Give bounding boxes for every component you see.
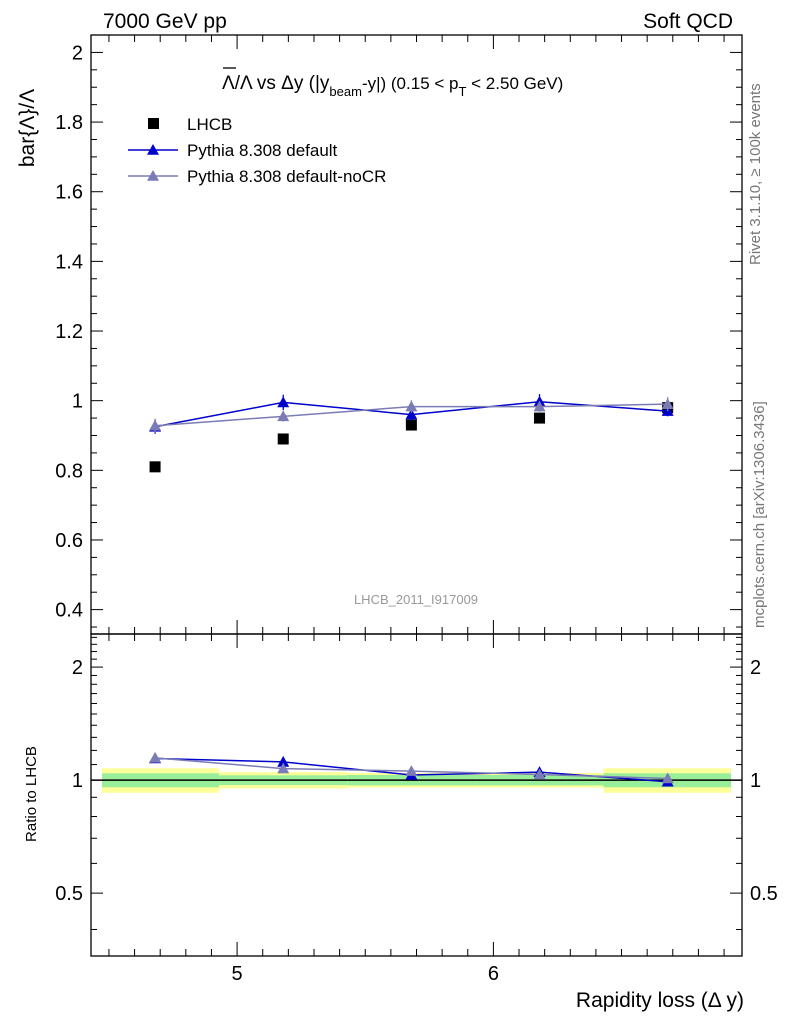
header-process-label: Soft QCD bbox=[643, 10, 733, 33]
legend-label: LHCB bbox=[187, 115, 232, 134]
ratio-plot-frame bbox=[90, 633, 743, 957]
lhcb-data-point bbox=[534, 412, 546, 424]
series-point-2 bbox=[661, 398, 674, 409]
series-point-1 bbox=[405, 408, 418, 420]
legend-marker bbox=[147, 144, 159, 155]
ratio-point-2 bbox=[533, 768, 546, 780]
ratio-marks bbox=[149, 751, 674, 787]
y-tick-label: 1 bbox=[72, 391, 83, 413]
legend-label: Pythia 8.308 default bbox=[187, 141, 338, 160]
legend-marker bbox=[147, 170, 159, 181]
y-tick-label: 0.6 bbox=[55, 530, 83, 552]
y-tick-label: 1.8 bbox=[55, 112, 83, 134]
title-mid-text: -y|) (0.15 < p bbox=[362, 74, 459, 93]
y-tick-label: 1.6 bbox=[55, 182, 83, 204]
series-point-2 bbox=[277, 410, 290, 422]
series-point-2 bbox=[405, 400, 418, 412]
legend: LHCB Pythia 8.308 default Pythia 8.308 def… bbox=[128, 115, 386, 186]
analysis-watermark: LHCB_2011_I917009 bbox=[354, 592, 478, 607]
axis-ticks bbox=[91, 35, 742, 956]
plot-title: Λ/Λ vs Δy (|ybeam-y|) (0.15 < pT < 2.50 … bbox=[222, 67, 563, 99]
series-point-2 bbox=[533, 400, 546, 412]
ratio-y-tick-label: 1 bbox=[72, 770, 83, 792]
header-energy-label: 7000 GeV pp bbox=[103, 10, 227, 33]
rivet-version-label: Rivet 3.1.10, ≥ 100k events bbox=[747, 83, 764, 265]
lhcb-data-point bbox=[149, 461, 161, 473]
y-tick-label: 0.8 bbox=[55, 460, 83, 482]
series-point-1 bbox=[277, 396, 290, 408]
y-tick-label: 1.4 bbox=[55, 251, 83, 273]
y-tick-label: 1.2 bbox=[55, 321, 83, 343]
ratio-y-tick-label: 0.5 bbox=[55, 883, 83, 905]
ratio-y-tick-label-right: 2 bbox=[750, 657, 761, 679]
ratio-point-2 bbox=[661, 772, 674, 784]
series-point-2 bbox=[149, 419, 162, 431]
legend-label: Pythia 8.308 default-noCR bbox=[187, 167, 386, 186]
mcplots-reference-label: mcplots.cern.ch [arXiv:1306.3436] bbox=[751, 401, 768, 628]
title-subscript-t: T bbox=[458, 84, 466, 99]
lhcb-data-point bbox=[277, 433, 289, 445]
x-tick-label: 6 bbox=[488, 963, 499, 985]
ratio-point-1 bbox=[277, 755, 290, 767]
lhcb-data-point bbox=[405, 419, 417, 431]
axis-tick-labels: 0.4 0.6 0.8 1 1.2 1.4 1.6 1.8 2 5 6 0.5 0.5 1 1 2 2 bbox=[55, 42, 778, 985]
ratio-point-2 bbox=[277, 762, 290, 774]
ratio-y-tick-label: 2 bbox=[72, 657, 83, 679]
ratio-point-2 bbox=[405, 765, 418, 776]
y-tick-label: 0.4 bbox=[55, 600, 83, 622]
svg-text:Λ/Λ vs Δy (|ybeam-y|) (0.15 <: Λ/Λ vs Δy (|ybeam-y|) (0.15 < pT < 2.50 … bbox=[222, 73, 563, 99]
x-tick-label: 5 bbox=[232, 963, 243, 985]
y-tick-label: 2 bbox=[72, 42, 83, 64]
y-axis-label: bar{Λ}/Λ bbox=[16, 89, 39, 167]
data-marks bbox=[149, 394, 674, 473]
title-tail-text: < 2.50 GeV) bbox=[466, 74, 563, 93]
ratio-y-tick-label-right: 1 bbox=[750, 770, 761, 792]
ratio-y-axis-label: Ratio to LHCB bbox=[23, 746, 40, 842]
x-axis-label: Rapidity loss (Δ y) bbox=[576, 989, 744, 1012]
title-subscript-beam: beam bbox=[329, 84, 362, 99]
ratio-y-tick-label-right: 0.5 bbox=[750, 883, 778, 905]
legend-marker-lhcb bbox=[148, 118, 159, 129]
ratio-point-2 bbox=[149, 751, 162, 763]
title-main-text: Λ/Λ vs Δy (|y bbox=[222, 73, 330, 94]
